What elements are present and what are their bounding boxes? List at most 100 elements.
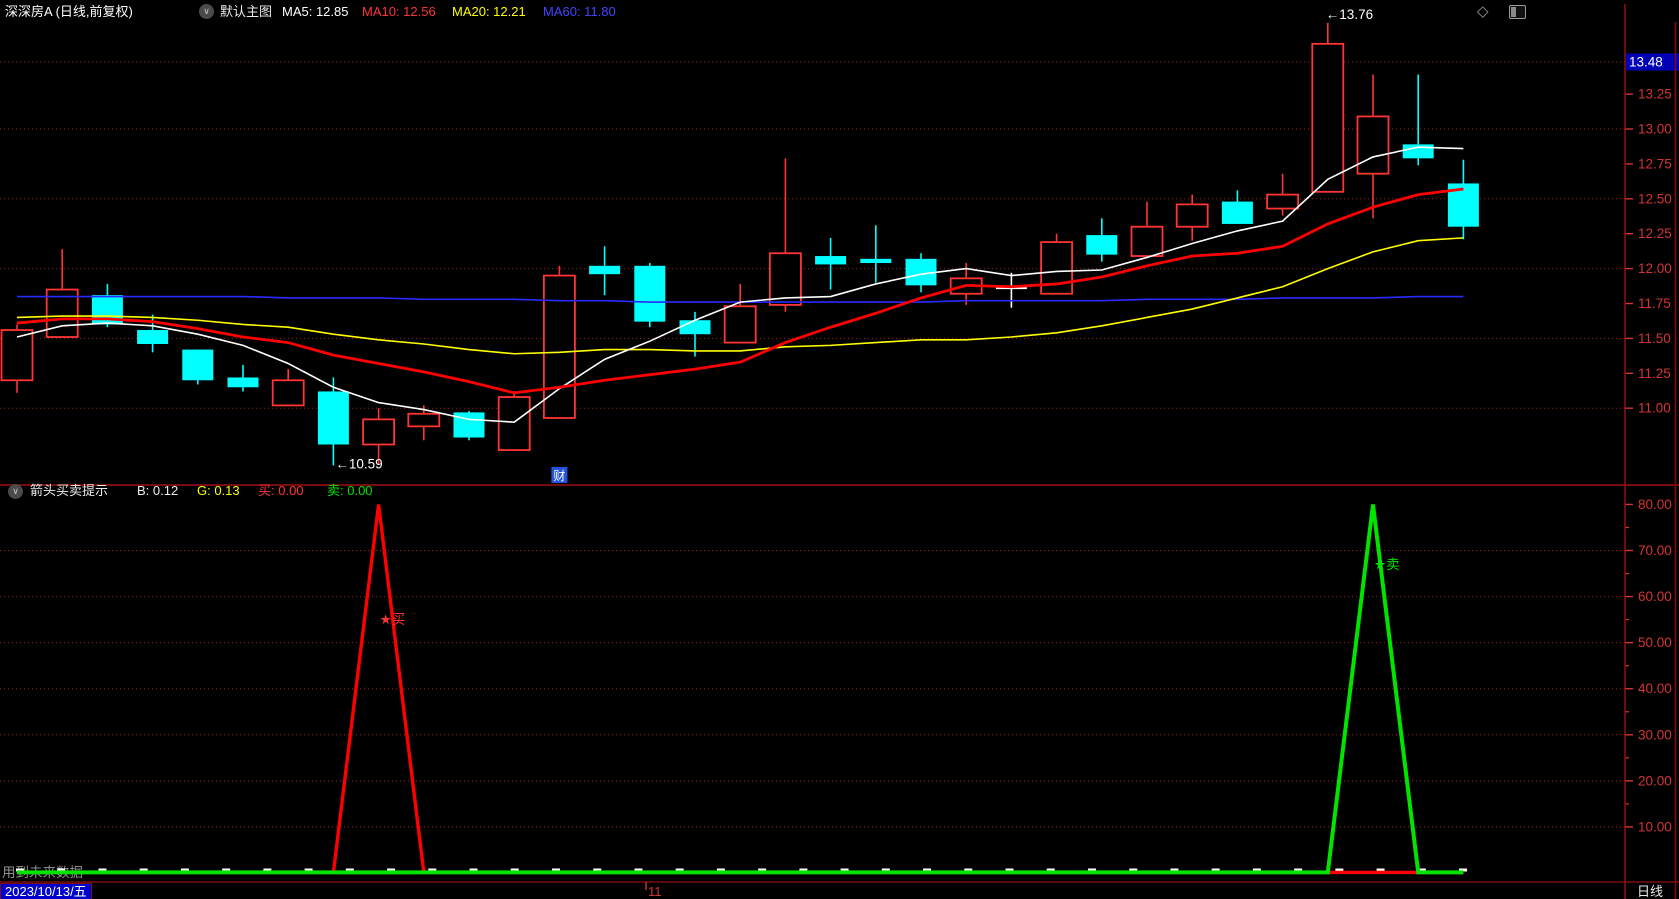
indicator-tick-label: 20.00 [1638, 773, 1672, 788]
indicator-name[interactable]: 箭头买卖提示 [30, 483, 109, 498]
event-flag-label: 财 [553, 469, 565, 483]
candle-body-up [1356, 115, 1390, 175]
candle-body-up [271, 379, 305, 407]
month-axis-label: 11 [648, 884, 662, 899]
indicator-b-value: B: 0.12 [137, 483, 179, 498]
date-tick-dash [923, 868, 932, 872]
date-tick-dash [1129, 868, 1138, 872]
candle-body-up [407, 412, 441, 428]
candle-body-down [860, 258, 892, 264]
sell-marker: ★卖 [1374, 557, 1400, 572]
date-tick-dash [881, 868, 890, 872]
price-tick-label: 11.75 [1638, 296, 1671, 311]
date-tick-dash [1335, 868, 1344, 872]
last-price-label: 13.48 [1629, 54, 1663, 69]
date-tick-dash [469, 868, 478, 872]
diamond-icon[interactable]: ◇ [1477, 3, 1489, 20]
date-tick-dash [551, 868, 560, 872]
candle-body-down [634, 265, 666, 322]
date-tick-dash [964, 868, 973, 872]
candle-body-down [679, 320, 711, 335]
indicator-tick-label: 30.00 [1638, 727, 1672, 742]
ma5-value-label: MA5: 12.85 [282, 4, 349, 19]
date-tick-dash [304, 868, 313, 872]
date-tick-dash [1211, 868, 1220, 872]
candle-body-down [815, 256, 847, 265]
candle-body-up [1311, 42, 1345, 193]
ma-line-ma20 [16, 237, 1464, 355]
candle-body-down [317, 391, 349, 445]
price-tick-label: 13.25 [1638, 87, 1672, 102]
indicator-tick-label: 60.00 [1638, 589, 1672, 604]
last-price-box [1626, 53, 1679, 71]
date-tick-dash [428, 868, 437, 872]
date-tick-dash [716, 868, 725, 872]
main-overlay-selector[interactable]: 默认主图 [220, 4, 273, 19]
event-flag-box [551, 467, 568, 483]
ma10-value-label: MA10: 12.56 [362, 4, 436, 19]
price-tick-label: 12.75 [1638, 156, 1672, 171]
price-tick-label: 13.00 [1638, 122, 1672, 137]
date-tick-dash [57, 868, 66, 872]
split-pane-icon[interactable] [1509, 5, 1526, 19]
ma-line-ma10 [16, 187, 1464, 395]
date-tick-dash [1170, 868, 1179, 872]
candle-body-up [1130, 225, 1164, 257]
date-tick-dash [98, 868, 107, 872]
date-tick-dash [1046, 868, 1055, 872]
chevron-down-icon[interactable]: ∨ [199, 4, 214, 19]
indicator-buy-value: 买: 0.00 [258, 483, 304, 498]
date-tick-dash [139, 868, 148, 872]
date-tick-dash [1376, 868, 1385, 872]
candle-body-up [0, 329, 34, 382]
date-tick-dash [1252, 868, 1261, 872]
date-tick-dash [758, 868, 767, 872]
price-tick-label: 12.50 [1638, 191, 1672, 206]
indicator-tick-label: 70.00 [1638, 543, 1672, 558]
split-pane-fill [1511, 7, 1516, 17]
ma20-value-label: MA20: 12.21 [452, 4, 526, 19]
indicator-tick-label: 10.00 [1638, 819, 1672, 834]
selected-date-box: 2023/10/13/五 [0, 883, 92, 899]
period-selector[interactable]: 日线 [1637, 884, 1664, 899]
candle-body-up [1175, 203, 1209, 228]
indicator-tick-label: 40.00 [1638, 681, 1672, 696]
low-price-annotation: ←10.59 [335, 456, 382, 471]
date-tick-dash [1294, 868, 1303, 872]
price-tick-label: 12.25 [1638, 226, 1672, 241]
price-tick-label: 11.50 [1638, 331, 1671, 346]
price-tick-label: 11.00 [1638, 401, 1671, 416]
date-tick-dash [263, 868, 272, 872]
date-tick-dash [1459, 868, 1468, 872]
candle-body-down [137, 330, 169, 344]
date-tick-dash [1417, 868, 1426, 872]
indicator-sell-value: 卖: 0.00 [327, 483, 373, 498]
buy-marker: ★买 [380, 612, 406, 627]
candle-body-down [589, 265, 621, 275]
date-tick-dash [222, 868, 231, 872]
high-price-annotation: ←13.76 [1326, 7, 1373, 22]
candle-body-down [453, 412, 485, 438]
candle-body-up [362, 418, 396, 446]
chevron-down-icon[interactable]: ∨ [8, 484, 23, 499]
date-tick-dash [1005, 868, 1014, 872]
indicator-g-value: G: 0.13 [197, 483, 240, 498]
indicator-tick-label: 80.00 [1638, 497, 1672, 512]
candle-body-up [497, 396, 531, 451]
date-tick-dash [840, 868, 849, 872]
candle-body-up [723, 305, 757, 344]
date-tick-dash [16, 868, 24, 872]
date-tick-dash [180, 868, 189, 872]
ma-line-ma5 [16, 146, 1464, 423]
candle-body-down [227, 377, 259, 388]
price-tick-label: 11.25 [1638, 366, 1671, 381]
stock-title: 深深房A (日线,前复权) [5, 4, 133, 19]
date-tick-dash [387, 868, 396, 872]
candle-body-up [769, 252, 802, 306]
main-chart-header: 深深房A (日线,前复权) ∨ 默认主图 MA5: 12.85 MA10: 12… [0, 0, 1679, 22]
date-tick-dash [675, 868, 684, 872]
date-tick-dash [634, 868, 643, 872]
candle-body-up [1266, 193, 1299, 210]
